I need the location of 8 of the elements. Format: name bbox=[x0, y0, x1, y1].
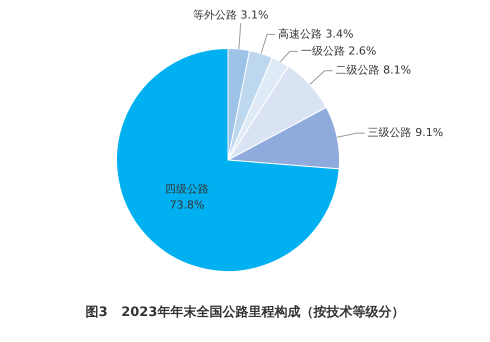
slice-label: 等外公路 3.1% bbox=[193, 8, 268, 22]
slice-label: 高速公路 3.4% bbox=[278, 27, 354, 40]
data-label: 73.8% bbox=[170, 198, 205, 212]
slice-label: 四级公路 bbox=[165, 182, 210, 196]
slice-label: 二级公路 8.1% bbox=[336, 64, 412, 77]
slice-label: 一级公路 2.6% bbox=[300, 44, 376, 58]
slice-label: 三级公路 9.1% bbox=[368, 126, 444, 140]
text: 图3 2023年年末全国公路里程构成（按技术等级分） bbox=[84, 304, 406, 321]
